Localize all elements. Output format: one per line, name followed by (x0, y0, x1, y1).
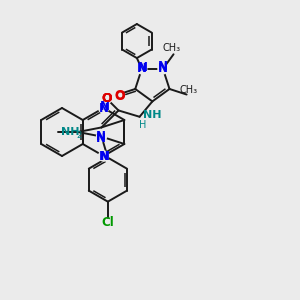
Text: O: O (115, 90, 125, 104)
Circle shape (137, 64, 147, 74)
Text: O: O (101, 92, 112, 105)
Text: N: N (158, 62, 168, 75)
Text: N: N (99, 101, 109, 115)
Text: N: N (100, 100, 110, 113)
Text: O: O (101, 92, 112, 105)
Text: 2: 2 (76, 130, 81, 140)
Text: N: N (100, 151, 110, 164)
Circle shape (102, 94, 112, 103)
Text: H: H (139, 120, 146, 130)
Circle shape (97, 132, 106, 142)
Text: CH₃: CH₃ (163, 43, 181, 53)
Text: NH: NH (142, 110, 161, 120)
Circle shape (99, 103, 109, 113)
Text: Cl: Cl (101, 216, 114, 229)
Text: NH: NH (61, 127, 80, 137)
Circle shape (158, 64, 168, 74)
Text: N: N (99, 149, 109, 163)
Text: O: O (115, 89, 125, 102)
Text: O: O (101, 92, 112, 105)
Text: N: N (95, 132, 106, 145)
Text: N: N (158, 60, 168, 73)
Text: N: N (137, 62, 147, 75)
Circle shape (115, 92, 125, 102)
Circle shape (99, 151, 109, 161)
Text: N: N (95, 130, 106, 143)
Text: N: N (138, 61, 148, 74)
Text: CH₃: CH₃ (180, 85, 198, 94)
